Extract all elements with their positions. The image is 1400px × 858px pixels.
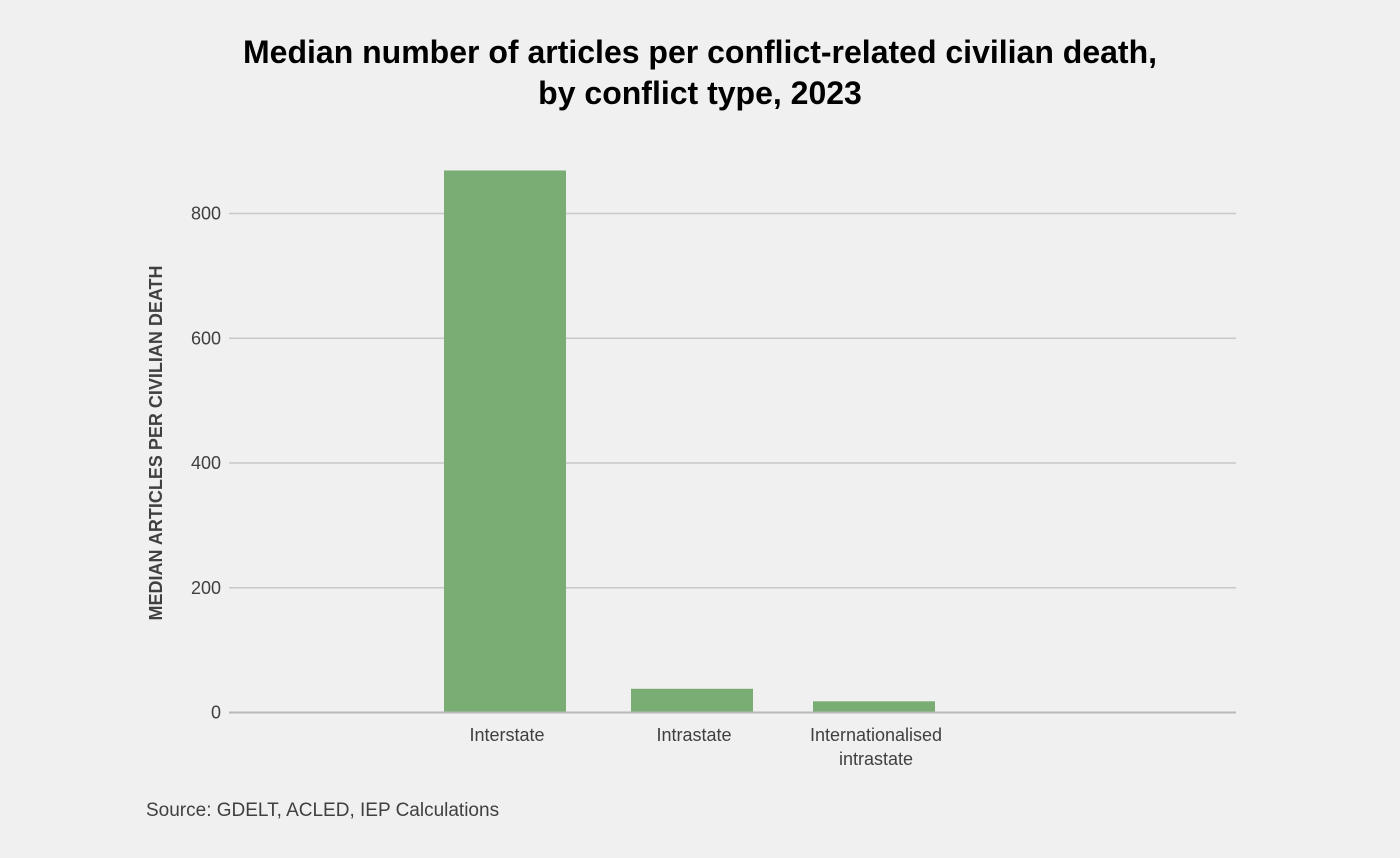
- y-tick-label: 400: [191, 453, 221, 473]
- y-tick-label: 800: [191, 204, 221, 224]
- x-tick-label: Internationalised: [810, 725, 942, 745]
- bar: [631, 688, 753, 713]
- y-tick-label: 600: [191, 328, 221, 348]
- bars: [444, 170, 935, 713]
- bar: [813, 701, 935, 713]
- x-tick-label: Interstate: [469, 725, 544, 745]
- x-tick-label: Intrastate: [656, 725, 731, 745]
- chart-title: Median number of articles per conflict-r…: [0, 32, 1400, 114]
- chart-title-line-2: by conflict type, 2023: [538, 75, 862, 111]
- y-axis-label: MEDIAN ARTICLES PER CIVILIAN DEATH: [146, 265, 166, 620]
- y-tick-labels: 0 200 400 600 800: [191, 204, 221, 723]
- x-tick-labels: Interstate Intrastate Internationalised int…: [469, 725, 942, 769]
- y-tick-label: 200: [191, 578, 221, 598]
- gridlines: [229, 212, 1236, 714]
- source-note: Source: GDELT, ACLED, IEP Calculations: [146, 800, 500, 821]
- bar: [444, 170, 566, 713]
- x-tick-label: intrastate: [839, 749, 913, 769]
- chart-title-line-1: Median number of articles per conflict-r…: [243, 34, 1157, 70]
- y-tick-label: 0: [211, 703, 221, 723]
